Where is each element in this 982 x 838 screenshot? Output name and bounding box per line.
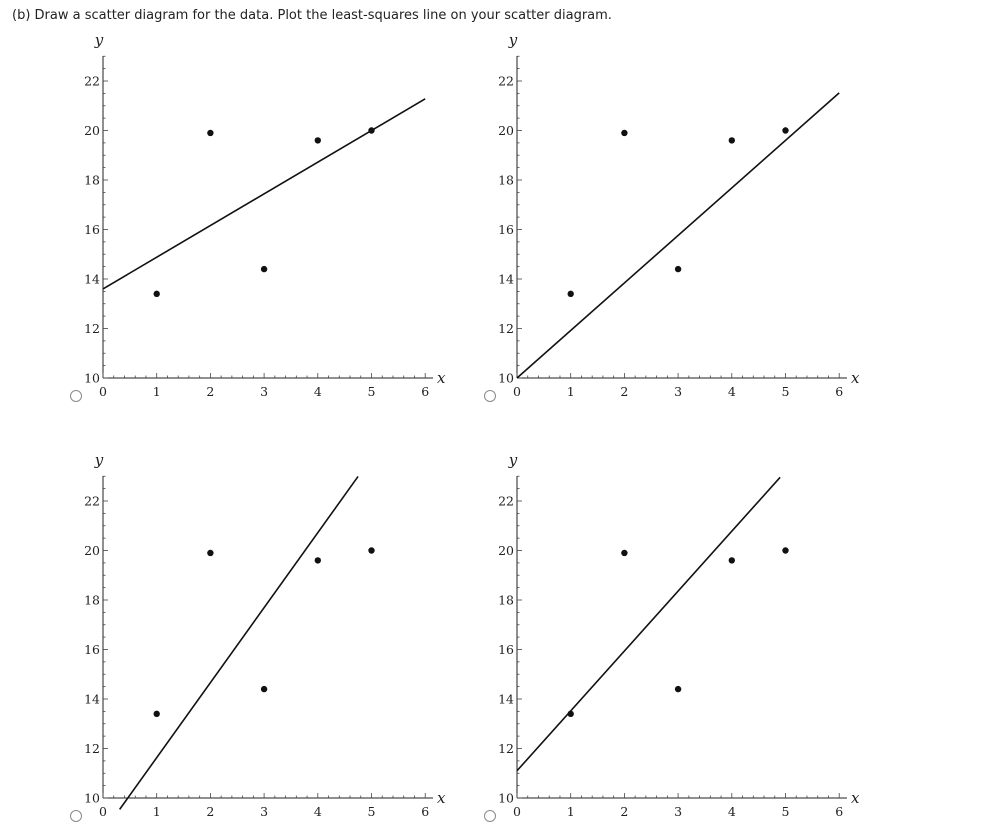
data-point (207, 129, 214, 137)
x-tick-label: 6 (421, 804, 429, 819)
x-tick-label: 0 (513, 384, 521, 399)
y-tick-label: 22 (84, 494, 100, 509)
data-point (621, 549, 628, 557)
x-tick-label: 3 (260, 804, 268, 819)
least-squares-line (516, 476, 781, 772)
y-tick-label: 14 (498, 692, 514, 707)
y-tick-label: 14 (84, 692, 100, 707)
data-point (314, 137, 321, 144)
data-point (621, 129, 628, 137)
y-tick-label: 18 (498, 593, 514, 608)
x-tick-label: 2 (620, 384, 628, 399)
data-point (728, 137, 735, 144)
data-point (782, 547, 789, 554)
data-point (782, 127, 789, 134)
y-tick-label: 12 (84, 741, 100, 756)
y-tick-label: 20 (84, 123, 100, 138)
x-tick-label: 1 (153, 384, 161, 399)
x-tick-label: 2 (206, 804, 214, 819)
data-point (207, 549, 214, 557)
y-tick-label: 10 (84, 791, 100, 806)
x-tick-label: 6 (835, 804, 843, 819)
x-tick-label: 0 (99, 384, 107, 399)
x-tick-label: 2 (620, 804, 628, 819)
y-tick-label: 22 (84, 74, 100, 89)
y-tick-label: 14 (84, 272, 100, 287)
y-tick-label: 22 (498, 74, 514, 89)
y-tick-label: 10 (498, 791, 514, 806)
x-tick-label: 5 (782, 384, 790, 399)
x-tick-label: 1 (567, 804, 575, 819)
y-axis-label: y (94, 451, 104, 469)
data-point (260, 265, 268, 273)
y-tick-label: 18 (498, 173, 514, 188)
data-point (728, 557, 735, 564)
y-tick-label: 16 (84, 642, 100, 657)
y-tick-label: 18 (84, 173, 100, 188)
y-axis-label: y (508, 31, 518, 49)
data-point (368, 547, 375, 554)
x-axis-label: x (437, 369, 446, 387)
x-tick-label: 5 (368, 804, 376, 819)
x-tick-label: 3 (674, 384, 682, 399)
y-tick-label: 16 (84, 222, 100, 237)
x-tick-label: 4 (728, 804, 736, 819)
x-axis-label: x (851, 369, 860, 387)
x-tick-label: 6 (835, 384, 843, 399)
least-squares-line (516, 92, 840, 379)
y-tick-label: 16 (498, 642, 514, 657)
question-prompt: (b) Draw a scatter diagram for the data.… (12, 8, 612, 23)
x-tick-label: 5 (782, 804, 790, 819)
least-squares-line (118, 475, 359, 810)
x-tick-label: 3 (674, 804, 682, 819)
y-axis-label: y (508, 451, 518, 469)
data-point (674, 265, 682, 273)
data-point (368, 127, 375, 134)
x-tick-label: 5 (368, 384, 376, 399)
y-tick-label: 10 (498, 371, 514, 386)
x-axis-label: x (851, 789, 860, 807)
x-tick-label: 1 (153, 804, 161, 819)
option-radio-top-right[interactable] (484, 390, 496, 402)
data-point (674, 685, 682, 693)
data-point (567, 710, 574, 718)
data-point (153, 290, 160, 298)
x-tick-label: 1 (567, 384, 575, 399)
data-point (153, 710, 160, 718)
x-tick-label: 4 (728, 384, 736, 399)
y-tick-label: 16 (498, 222, 514, 237)
y-tick-label: 18 (84, 593, 100, 608)
option-radio-bottom-right[interactable] (484, 810, 496, 822)
y-tick-label: 12 (498, 321, 514, 336)
least-squares-line (102, 98, 426, 290)
y-tick-label: 14 (498, 272, 514, 287)
x-tick-label: 6 (421, 384, 429, 399)
data-point (567, 290, 574, 298)
y-tick-label: 20 (498, 543, 514, 558)
y-tick-label: 20 (84, 543, 100, 558)
y-tick-label: 20 (498, 123, 514, 138)
x-tick-label: 2 (206, 384, 214, 399)
x-tick-label: 4 (314, 384, 322, 399)
option-radio-top-left[interactable] (70, 390, 82, 402)
y-tick-label: 12 (498, 741, 514, 756)
y-axis-label: y (94, 31, 104, 49)
x-axis-label: x (437, 789, 446, 807)
option-radio-bottom-left[interactable] (70, 810, 82, 822)
y-tick-label: 22 (498, 494, 514, 509)
y-tick-label: 12 (84, 321, 100, 336)
data-point (260, 685, 268, 693)
x-tick-label: 4 (314, 804, 322, 819)
x-tick-label: 0 (513, 804, 521, 819)
x-tick-label: 0 (99, 804, 107, 819)
y-tick-label: 10 (84, 371, 100, 386)
x-tick-label: 3 (260, 384, 268, 399)
data-point (314, 557, 321, 564)
